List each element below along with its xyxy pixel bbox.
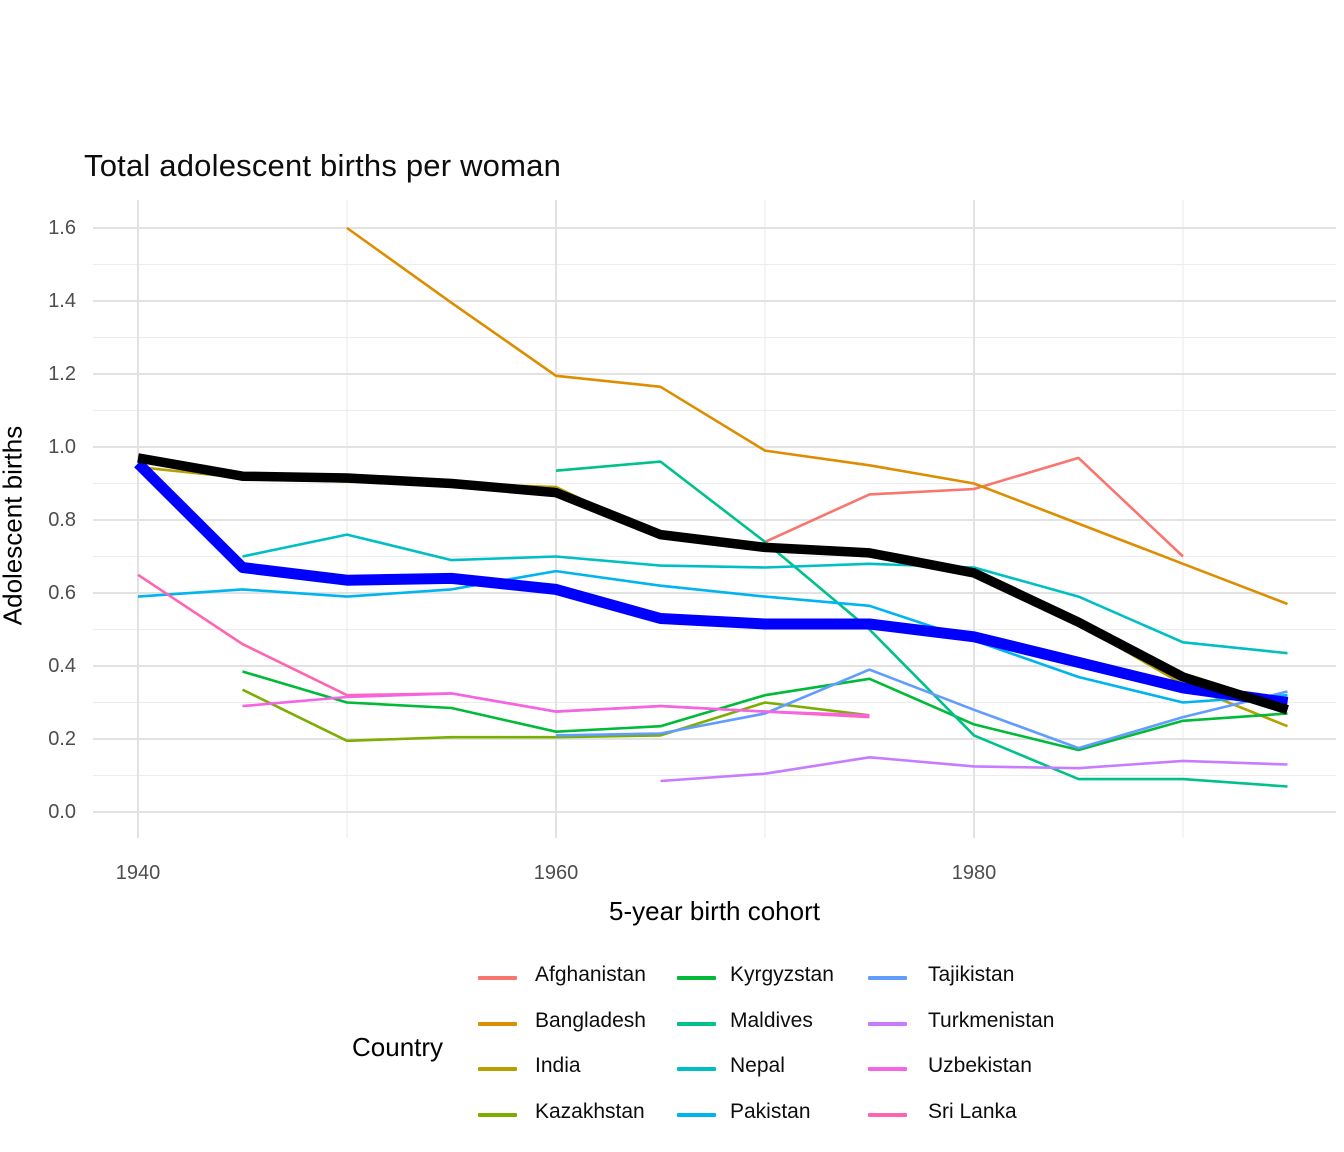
series-line-afghanistan (764, 456, 1184, 558)
series-line-bold-black-line-unlabeled (137, 453, 1289, 715)
legend-key-icon (868, 976, 907, 980)
legend-label: India (535, 1054, 581, 1077)
y-tick-1.0: 1.0 (48, 436, 76, 458)
legend-label: Uzbekistan (928, 1054, 1032, 1077)
legend-key-icon (868, 1022, 907, 1026)
legend-key-icon (677, 1067, 716, 1071)
x-tick-1980: 1980 (951, 862, 997, 884)
legend-label: Nepal (730, 1054, 785, 1077)
series-line-bold-blue-line-unlabeled (134, 459, 1289, 708)
legend-label: Tajikistan (928, 963, 1015, 986)
y-tick-1.6: 1.6 (48, 217, 76, 239)
series-line-turkmenistan (660, 755, 1288, 783)
series-line-india (137, 465, 1288, 728)
y-tick-0.8: 0.8 (48, 509, 76, 531)
y-tick-0.0: 0.0 (48, 801, 76, 823)
y-tick-0.4: 0.4 (48, 655, 76, 677)
legend-key-icon (677, 1113, 716, 1117)
legend-key-icon (478, 976, 517, 980)
legend-label: Bangladesh (535, 1009, 646, 1032)
series-line-bangladesh (346, 226, 1288, 606)
y-tick-1.4: 1.4 (48, 290, 76, 312)
legend-key-icon (868, 1113, 907, 1117)
series-line-maldives (555, 460, 1288, 788)
chart-title: Total adolescent births per woman (84, 148, 562, 183)
y-tick-0.2: 0.2 (48, 728, 76, 750)
legend-label: Turkmenistan (928, 1009, 1055, 1032)
legend-key-icon (677, 1022, 716, 1026)
legend-label: Pakistan (730, 1100, 811, 1123)
x-tick-1940: 1940 (115, 862, 161, 884)
series-line-nepal (242, 533, 1288, 655)
x-tick-1960: 1960 (533, 862, 579, 884)
y-tick-0.6: 0.6 (48, 582, 76, 604)
legend-key-icon (868, 1067, 907, 1071)
legend-label: Sri Lanka (928, 1100, 1017, 1123)
series-line-kyrgyzstan (242, 670, 1288, 752)
series-line-pakistan (137, 569, 1288, 704)
plot-area (93, 200, 1336, 838)
legend-key-icon (478, 1022, 517, 1026)
legend-title: Country (352, 1032, 444, 1062)
legend-key-icon (478, 1113, 517, 1117)
series-line-uzbekistan (242, 692, 870, 717)
legend-label: Kyrgyzstan (730, 963, 834, 986)
legend-label: Afghanistan (535, 963, 646, 986)
legend-label: Kazakhstan (535, 1100, 645, 1123)
y-tick-1.2: 1.2 (48, 363, 76, 385)
series-line-tajikistan (555, 668, 1288, 750)
series-line-kazakhstan (241, 688, 870, 743)
x-axis-title: 5-year birth cohort (609, 896, 820, 926)
legend-label: Maldives (730, 1009, 813, 1032)
legend-key-icon (677, 976, 716, 980)
legend-key-icon (478, 1067, 517, 1071)
